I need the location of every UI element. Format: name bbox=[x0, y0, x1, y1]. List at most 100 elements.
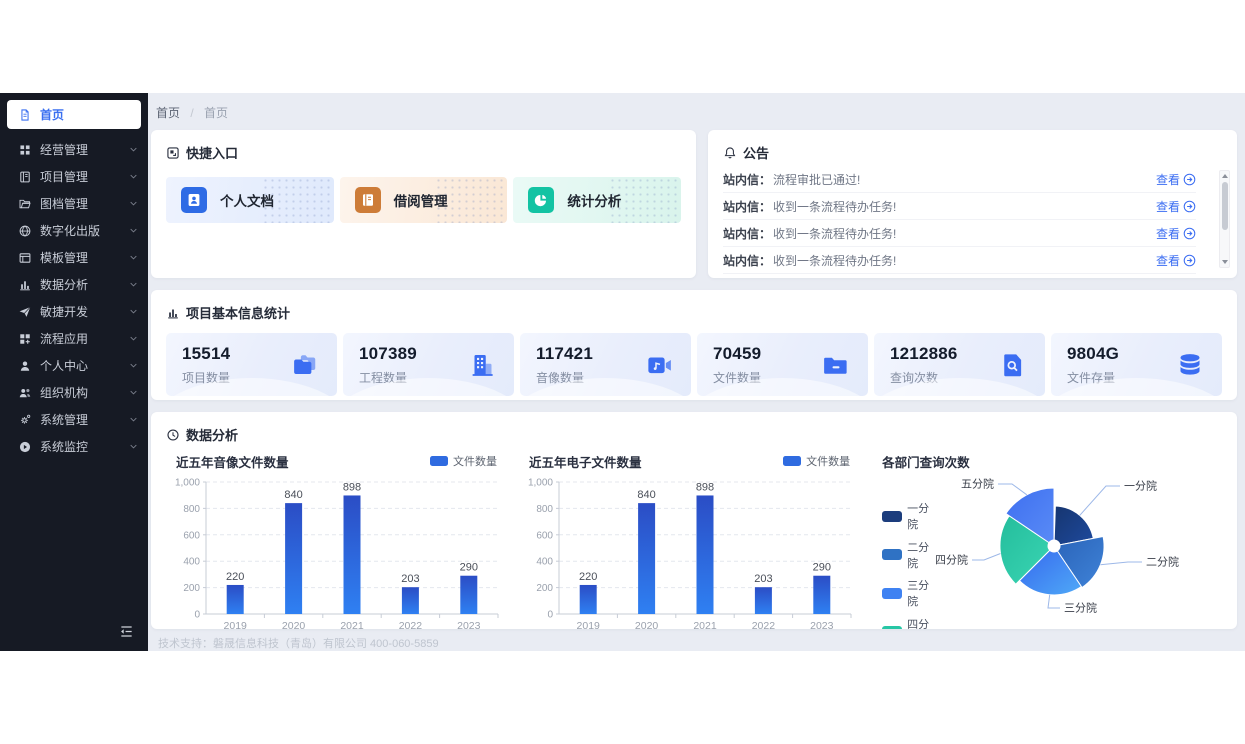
electronic-files-chart-panel: 近五年电子文件数量 文件数量 0 200 400 600 800 1,000 220 2019 84… bbox=[519, 448, 862, 629]
svg-text:898: 898 bbox=[343, 481, 361, 493]
svg-text:2023: 2023 bbox=[810, 620, 834, 629]
chevron-down-icon bbox=[129, 172, 138, 181]
scrollbar-up-arrow[interactable] bbox=[1220, 171, 1229, 181]
sidebar-item-system-mgmt[interactable]: 系统管理 bbox=[0, 406, 148, 433]
sidebar: 首页经营管理 项目管理 图档管理 数字化出版 模板管理 数据分析敏捷开发流程应用 个人中心组… bbox=[0, 93, 148, 651]
file-search-icon bbox=[998, 350, 1028, 380]
sidebar-item-digital-publishing[interactable]: 数字化出版 bbox=[0, 217, 148, 244]
stat-info: 9804G 文件存量 bbox=[1067, 344, 1119, 386]
stats-card: 项目基本信息统计 15514 项目数量 107389 工程数量 117421 音像数量 70… bbox=[151, 290, 1237, 400]
announcement-row: 站内信： 流程审批已通过! 查看 bbox=[723, 166, 1196, 193]
view-link[interactable]: 查看 bbox=[1156, 198, 1196, 215]
stats-row: 15514 项目数量 107389 工程数量 117421 音像数量 70459 文件数量 12… bbox=[166, 333, 1222, 396]
breadcrumb-item-current: 首页 bbox=[204, 106, 229, 120]
user-icon bbox=[18, 359, 32, 373]
stat-label: 文件存量 bbox=[1067, 370, 1116, 385]
stat-label: 工程数量 bbox=[359, 370, 408, 385]
chevron-down-icon bbox=[129, 199, 138, 208]
sidebar-item-label: 系统监控 bbox=[40, 440, 89, 454]
sidebar-item-organization[interactable]: 组织机构 bbox=[0, 379, 148, 406]
pie-legend-item-1[interactable]: 二分院 bbox=[882, 539, 936, 571]
pie-segment-1[interactable] bbox=[1053, 535, 1105, 589]
sidebar-item-personal-center[interactable]: 个人中心 bbox=[0, 352, 148, 379]
clock-icon bbox=[166, 428, 180, 442]
pie-label: 三分院 bbox=[1064, 601, 1097, 615]
stat-tile-查询次数: 1212886 查询次数 bbox=[874, 333, 1045, 396]
sidebar-item-data-analysis[interactable]: 数据分析 bbox=[0, 271, 148, 298]
analysis-title: 数据分析 bbox=[186, 428, 239, 443]
quick-entry-personal-docs[interactable]: 个人文档 bbox=[166, 177, 334, 223]
sidebar-item-label: 敏捷开发 bbox=[40, 305, 89, 319]
sidebar-item-project-mgmt[interactable]: 项目管理 bbox=[0, 163, 148, 190]
pie-segment-4[interactable] bbox=[1005, 487, 1055, 547]
breadcrumb: 首页 / 首页 bbox=[151, 101, 1237, 130]
stat-tile-文件数量: 70459 文件数量 bbox=[697, 333, 868, 396]
database-icon bbox=[1175, 350, 1205, 380]
svg-text:840: 840 bbox=[284, 489, 302, 501]
pie-legend-item-2[interactable]: 三分院 bbox=[882, 577, 936, 609]
pie-segment-2[interactable] bbox=[1018, 545, 1083, 596]
chart-legend[interactable]: 文件数量 bbox=[783, 453, 850, 469]
stat-info: 107389 工程数量 bbox=[359, 344, 417, 386]
pie-legend-item-0[interactable]: 一分院 bbox=[882, 500, 936, 532]
blocks-icon bbox=[18, 332, 32, 346]
svg-text:200: 200 bbox=[183, 583, 200, 594]
sidebar-item-archive-mgmt[interactable]: 图档管理 bbox=[0, 190, 148, 217]
sidebar-menu: 首页经营管理 项目管理 图档管理 数字化出版 模板管理 数据分析敏捷开发流程应用 个人中心组… bbox=[0, 93, 148, 614]
sidebar-item-system-monitor[interactable]: 系统监控 bbox=[0, 433, 148, 460]
chevron-down-icon bbox=[129, 280, 138, 289]
collapse-sidebar-icon[interactable] bbox=[119, 624, 134, 639]
stat-label: 音像数量 bbox=[536, 370, 585, 385]
view-link[interactable]: 查看 bbox=[1156, 171, 1196, 188]
scrollbar-down-arrow[interactable] bbox=[1220, 257, 1229, 267]
sidebar-item-agile-dev[interactable]: 敏捷开发 bbox=[0, 298, 148, 325]
view-label: 查看 bbox=[1155, 226, 1180, 241]
svg-text:0: 0 bbox=[194, 610, 200, 621]
pie-legend-item-3[interactable]: 四分院 bbox=[882, 616, 936, 629]
pie-chart-icon bbox=[528, 187, 555, 213]
chevron-down-icon bbox=[129, 361, 138, 370]
svg-text:2023: 2023 bbox=[457, 620, 481, 629]
quick-entry-label: 借阅管理 bbox=[393, 194, 448, 209]
breadcrumb-item-root[interactable]: 首页 bbox=[156, 106, 181, 120]
arrow-right-circle-icon bbox=[1183, 254, 1196, 267]
announcement-scrollbar[interactable] bbox=[1219, 170, 1230, 268]
play-circle-icon bbox=[18, 440, 32, 454]
stat-value: 1212886 bbox=[890, 343, 958, 363]
svg-text:203: 203 bbox=[401, 573, 419, 585]
stat-tile-文件存量: 9804G 文件存量 bbox=[1051, 333, 1222, 396]
building-icon bbox=[467, 350, 497, 380]
quick-entry-stats-analysis[interactable]: 统计分析 bbox=[513, 177, 682, 223]
announcement-row: 站内信： 收到一条流程待办任务! 查看 bbox=[723, 220, 1196, 247]
svg-text:2022: 2022 bbox=[752, 620, 776, 629]
sidebar-footer bbox=[0, 614, 148, 651]
svg-text:840: 840 bbox=[637, 489, 655, 501]
legend-swatch bbox=[783, 456, 802, 466]
chart-title: 近五年音像文件数量 bbox=[176, 455, 289, 470]
shortcut-icon bbox=[166, 146, 180, 160]
view-link[interactable]: 查看 bbox=[1156, 225, 1196, 242]
dots-pattern bbox=[261, 177, 334, 223]
sidebar-item-workflow-apps[interactable]: 流程应用 bbox=[0, 325, 148, 352]
svg-text:600: 600 bbox=[183, 530, 200, 541]
users-icon bbox=[18, 386, 32, 400]
chart-legend[interactable]: 文件数量 bbox=[430, 453, 497, 469]
scrollbar-thumb[interactable] bbox=[1221, 182, 1228, 230]
sidebar-item-template-mgmt[interactable]: 模板管理 bbox=[0, 244, 148, 271]
pie-body: 一分院二分院三分院四分院五分院一分院二分院三分院四分院五分院 bbox=[872, 474, 1222, 629]
legend-swatch bbox=[882, 510, 903, 522]
stat-label: 项目数量 bbox=[182, 370, 231, 385]
chart-header: 近五年电子文件数量 文件数量 bbox=[519, 448, 862, 474]
pie-segment-3[interactable] bbox=[999, 515, 1055, 585]
globe-icon bbox=[18, 224, 32, 238]
sidebar-item-business-mgmt[interactable]: 经营管理 bbox=[0, 136, 148, 163]
gear-icon bbox=[18, 413, 32, 427]
view-link[interactable]: 查看 bbox=[1156, 252, 1196, 269]
stat-tile-工程数量: 107389 工程数量 bbox=[343, 333, 514, 396]
sidebar-item-home[interactable]: 首页 bbox=[7, 100, 141, 129]
grid-icon bbox=[18, 143, 32, 157]
svg-text:1,000: 1,000 bbox=[528, 478, 553, 489]
stats-title: 项目基本信息统计 bbox=[186, 306, 291, 321]
audio-files-bar-chart: 0 200 400 600 800 1,000 220 2019 840 2020 898 2021 2… bbox=[175, 478, 499, 629]
quick-entry-borrow-mgmt[interactable]: 借阅管理 bbox=[339, 177, 508, 223]
